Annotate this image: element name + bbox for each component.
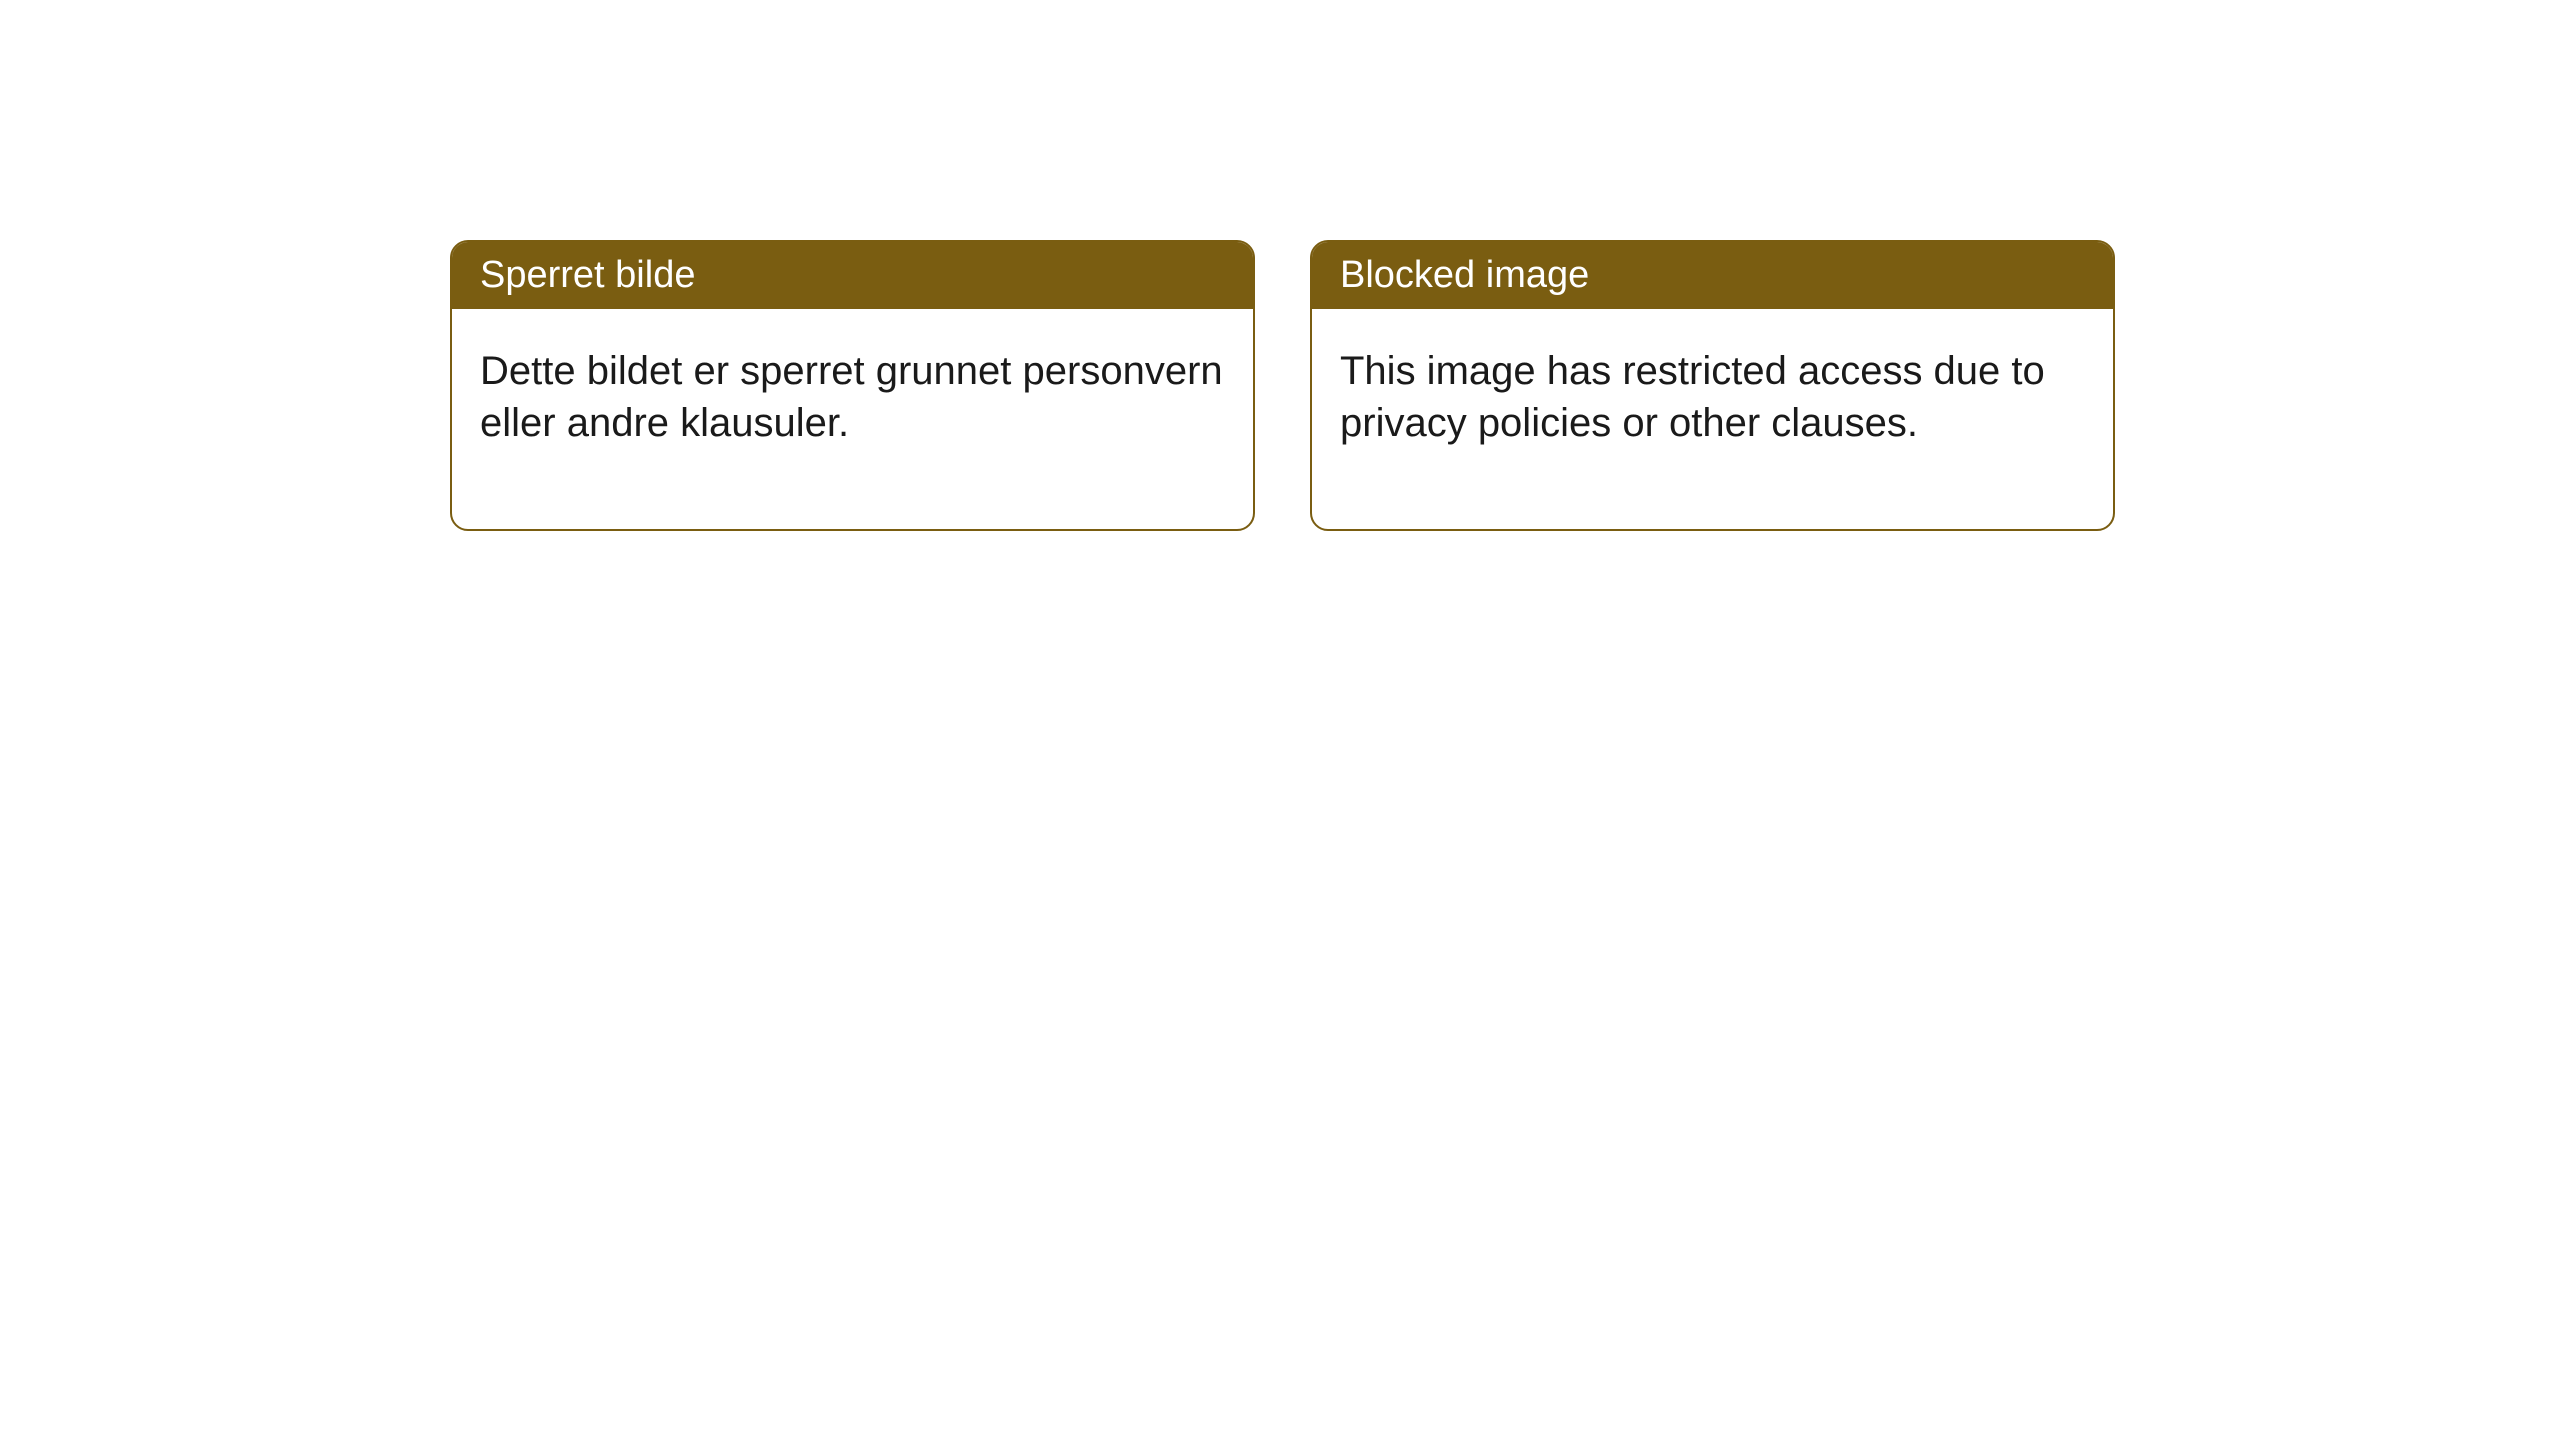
card-body: Dette bildet er sperret grunnet personve… (452, 309, 1253, 529)
notice-cards-container: Sperret bilde Dette bildet er sperret gr… (450, 240, 2560, 531)
card-header: Blocked image (1312, 242, 2113, 309)
card-body-text: This image has restricted access due to … (1340, 349, 2045, 445)
card-header: Sperret bilde (452, 242, 1253, 309)
card-title: Blocked image (1340, 254, 1589, 296)
card-body-text: Dette bildet er sperret grunnet personve… (480, 349, 1223, 445)
notice-card-norwegian: Sperret bilde Dette bildet er sperret gr… (450, 240, 1255, 531)
card-body: This image has restricted access due to … (1312, 309, 2113, 529)
card-title: Sperret bilde (480, 254, 695, 296)
notice-card-english: Blocked image This image has restricted … (1310, 240, 2115, 531)
